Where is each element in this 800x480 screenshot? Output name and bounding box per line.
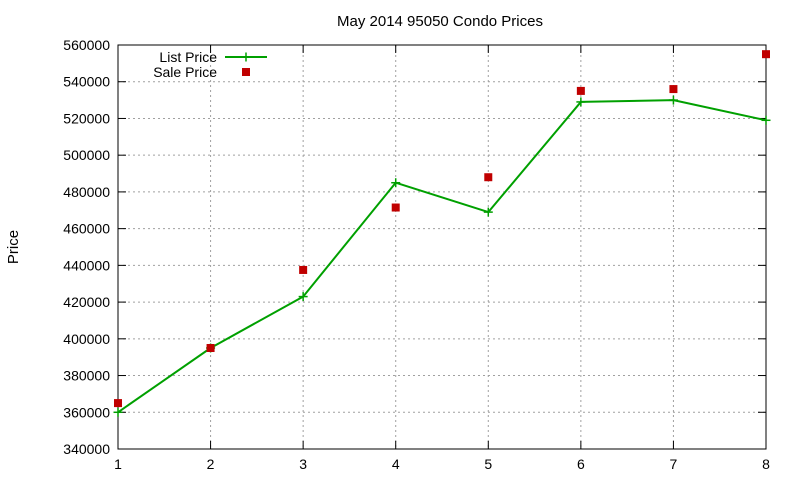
- x-tick-label: 2: [207, 456, 215, 472]
- data-point: [298, 292, 308, 302]
- grid-lines: [118, 45, 766, 449]
- x-tick-label: 7: [670, 456, 678, 472]
- data-point: [391, 178, 401, 188]
- y-tick-label: 420000: [63, 294, 110, 310]
- legend-entry: Sale Price: [153, 64, 250, 80]
- legend-label: Sale Price: [153, 64, 217, 80]
- x-tick-label: 3: [299, 456, 307, 472]
- y-tick-label: 500000: [63, 147, 110, 163]
- plot-frame: [117, 44, 767, 450]
- data-point: [669, 85, 678, 94]
- y-tick-label: 380000: [63, 368, 110, 384]
- legend-label: List Price: [159, 49, 217, 65]
- y-tick-label: 440000: [63, 257, 110, 273]
- data-point: [483, 207, 493, 217]
- data-point: [484, 173, 493, 182]
- data-point: [113, 407, 123, 417]
- data-point: [761, 115, 771, 125]
- x-tick-label: 1: [114, 456, 122, 472]
- y-tick-label: 520000: [63, 110, 110, 126]
- legend-marker: [242, 68, 250, 76]
- legend-marker: [241, 52, 251, 62]
- y-tick-label: 560000: [63, 37, 110, 53]
- y-tick-label: 460000: [63, 221, 110, 237]
- axis-ticks: 340000 360000 380000 400000 420000 440000 4600…: [63, 37, 770, 472]
- data-point: [206, 344, 215, 352]
- data-point: [576, 86, 585, 95]
- y-axis-label: Price: [5, 230, 22, 264]
- x-tick-label: 6: [577, 456, 585, 472]
- series-line: [117, 99, 767, 414]
- data-point: [391, 203, 400, 212]
- x-tick-label: 5: [484, 456, 492, 472]
- data-point: [576, 97, 586, 107]
- chart-title: May 2014 95050 Condo Prices: [337, 13, 543, 30]
- data-point: [114, 399, 122, 408]
- y-tick-label: 360000: [63, 404, 110, 420]
- data-series: [113, 50, 771, 417]
- y-tick-label: 340000: [63, 441, 110, 457]
- x-tick-label: 4: [392, 456, 400, 472]
- series-0: [113, 95, 771, 417]
- data-point: [762, 50, 770, 59]
- x-tick-label: 8: [762, 456, 770, 472]
- y-tick-label: 540000: [63, 74, 110, 90]
- y-tick-label: 480000: [63, 184, 110, 200]
- y-tick-label: 400000: [63, 331, 110, 347]
- data-point: [299, 265, 308, 274]
- series-1: [114, 50, 770, 408]
- data-point: [668, 95, 678, 105]
- legend-entry: List Price: [159, 49, 267, 65]
